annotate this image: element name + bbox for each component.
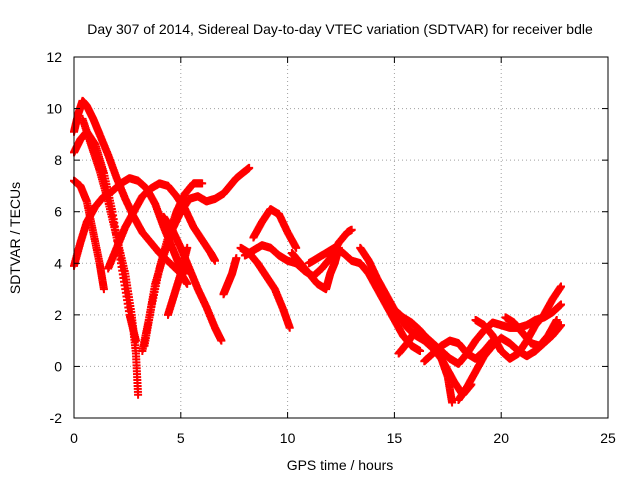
data-point xyxy=(292,243,301,252)
data-point xyxy=(347,225,356,234)
data-point xyxy=(232,254,241,263)
data-point xyxy=(198,179,207,188)
data-point xyxy=(134,390,143,399)
data-point xyxy=(557,300,566,309)
data-point xyxy=(448,398,457,407)
y-tick-label: 6 xyxy=(54,204,62,220)
x-tick-label: 25 xyxy=(600,430,616,446)
data-point xyxy=(488,336,497,345)
data-point xyxy=(183,243,192,252)
series-arc3 xyxy=(70,176,108,294)
y-tick-label: 2 xyxy=(54,307,62,323)
series-arc6 xyxy=(104,179,219,273)
series-arc17 xyxy=(356,243,476,399)
y-tick-label: 12 xyxy=(46,49,62,65)
series-arc9 xyxy=(159,212,226,345)
x-tick-label: 20 xyxy=(493,430,509,446)
x-tick-label: 0 xyxy=(70,430,78,446)
data-point xyxy=(210,256,219,265)
x-axis-label: GPS time / hours xyxy=(287,457,394,473)
data-point xyxy=(183,279,192,288)
x-tick-label: 10 xyxy=(280,430,296,446)
data-point xyxy=(245,163,254,172)
y-tick-label: 0 xyxy=(54,358,62,374)
series-arc11 xyxy=(219,254,241,299)
data-points xyxy=(70,96,566,407)
y-tick-label: 10 xyxy=(46,101,62,117)
series-arc13 xyxy=(249,205,301,252)
series-arc12 xyxy=(236,243,294,332)
x-tick-label: 5 xyxy=(177,430,185,446)
series-arc21 xyxy=(471,282,566,363)
series-arc22 xyxy=(420,336,497,366)
axis-ticks xyxy=(73,56,609,419)
x-tick-label: 15 xyxy=(387,430,403,446)
y-tick-label: -2 xyxy=(50,410,63,426)
series-arc15 xyxy=(287,243,343,294)
data-point xyxy=(552,316,561,325)
y-axis-label: SDTVAR / TECUs xyxy=(7,182,23,294)
y-tick-labels: -2 0 2 4 6 8 10 12 xyxy=(46,49,62,426)
y-tick-label: 8 xyxy=(54,152,62,168)
series-arc23 xyxy=(501,313,561,350)
data-point xyxy=(99,285,108,294)
chart-title: Day 307 of 2014, Sidereal Day-to-day VTE… xyxy=(87,21,593,37)
data-point xyxy=(557,282,566,291)
plot-frame xyxy=(73,56,609,419)
data-point xyxy=(416,346,425,355)
data-point xyxy=(285,323,294,332)
data-point xyxy=(217,336,226,345)
x-tick-labels: 0 5 10 15 20 25 xyxy=(70,430,616,446)
data-point xyxy=(557,321,566,330)
series-arc5 xyxy=(78,114,143,399)
y-tick-label: 4 xyxy=(54,255,62,271)
series-arc10 xyxy=(163,243,192,319)
